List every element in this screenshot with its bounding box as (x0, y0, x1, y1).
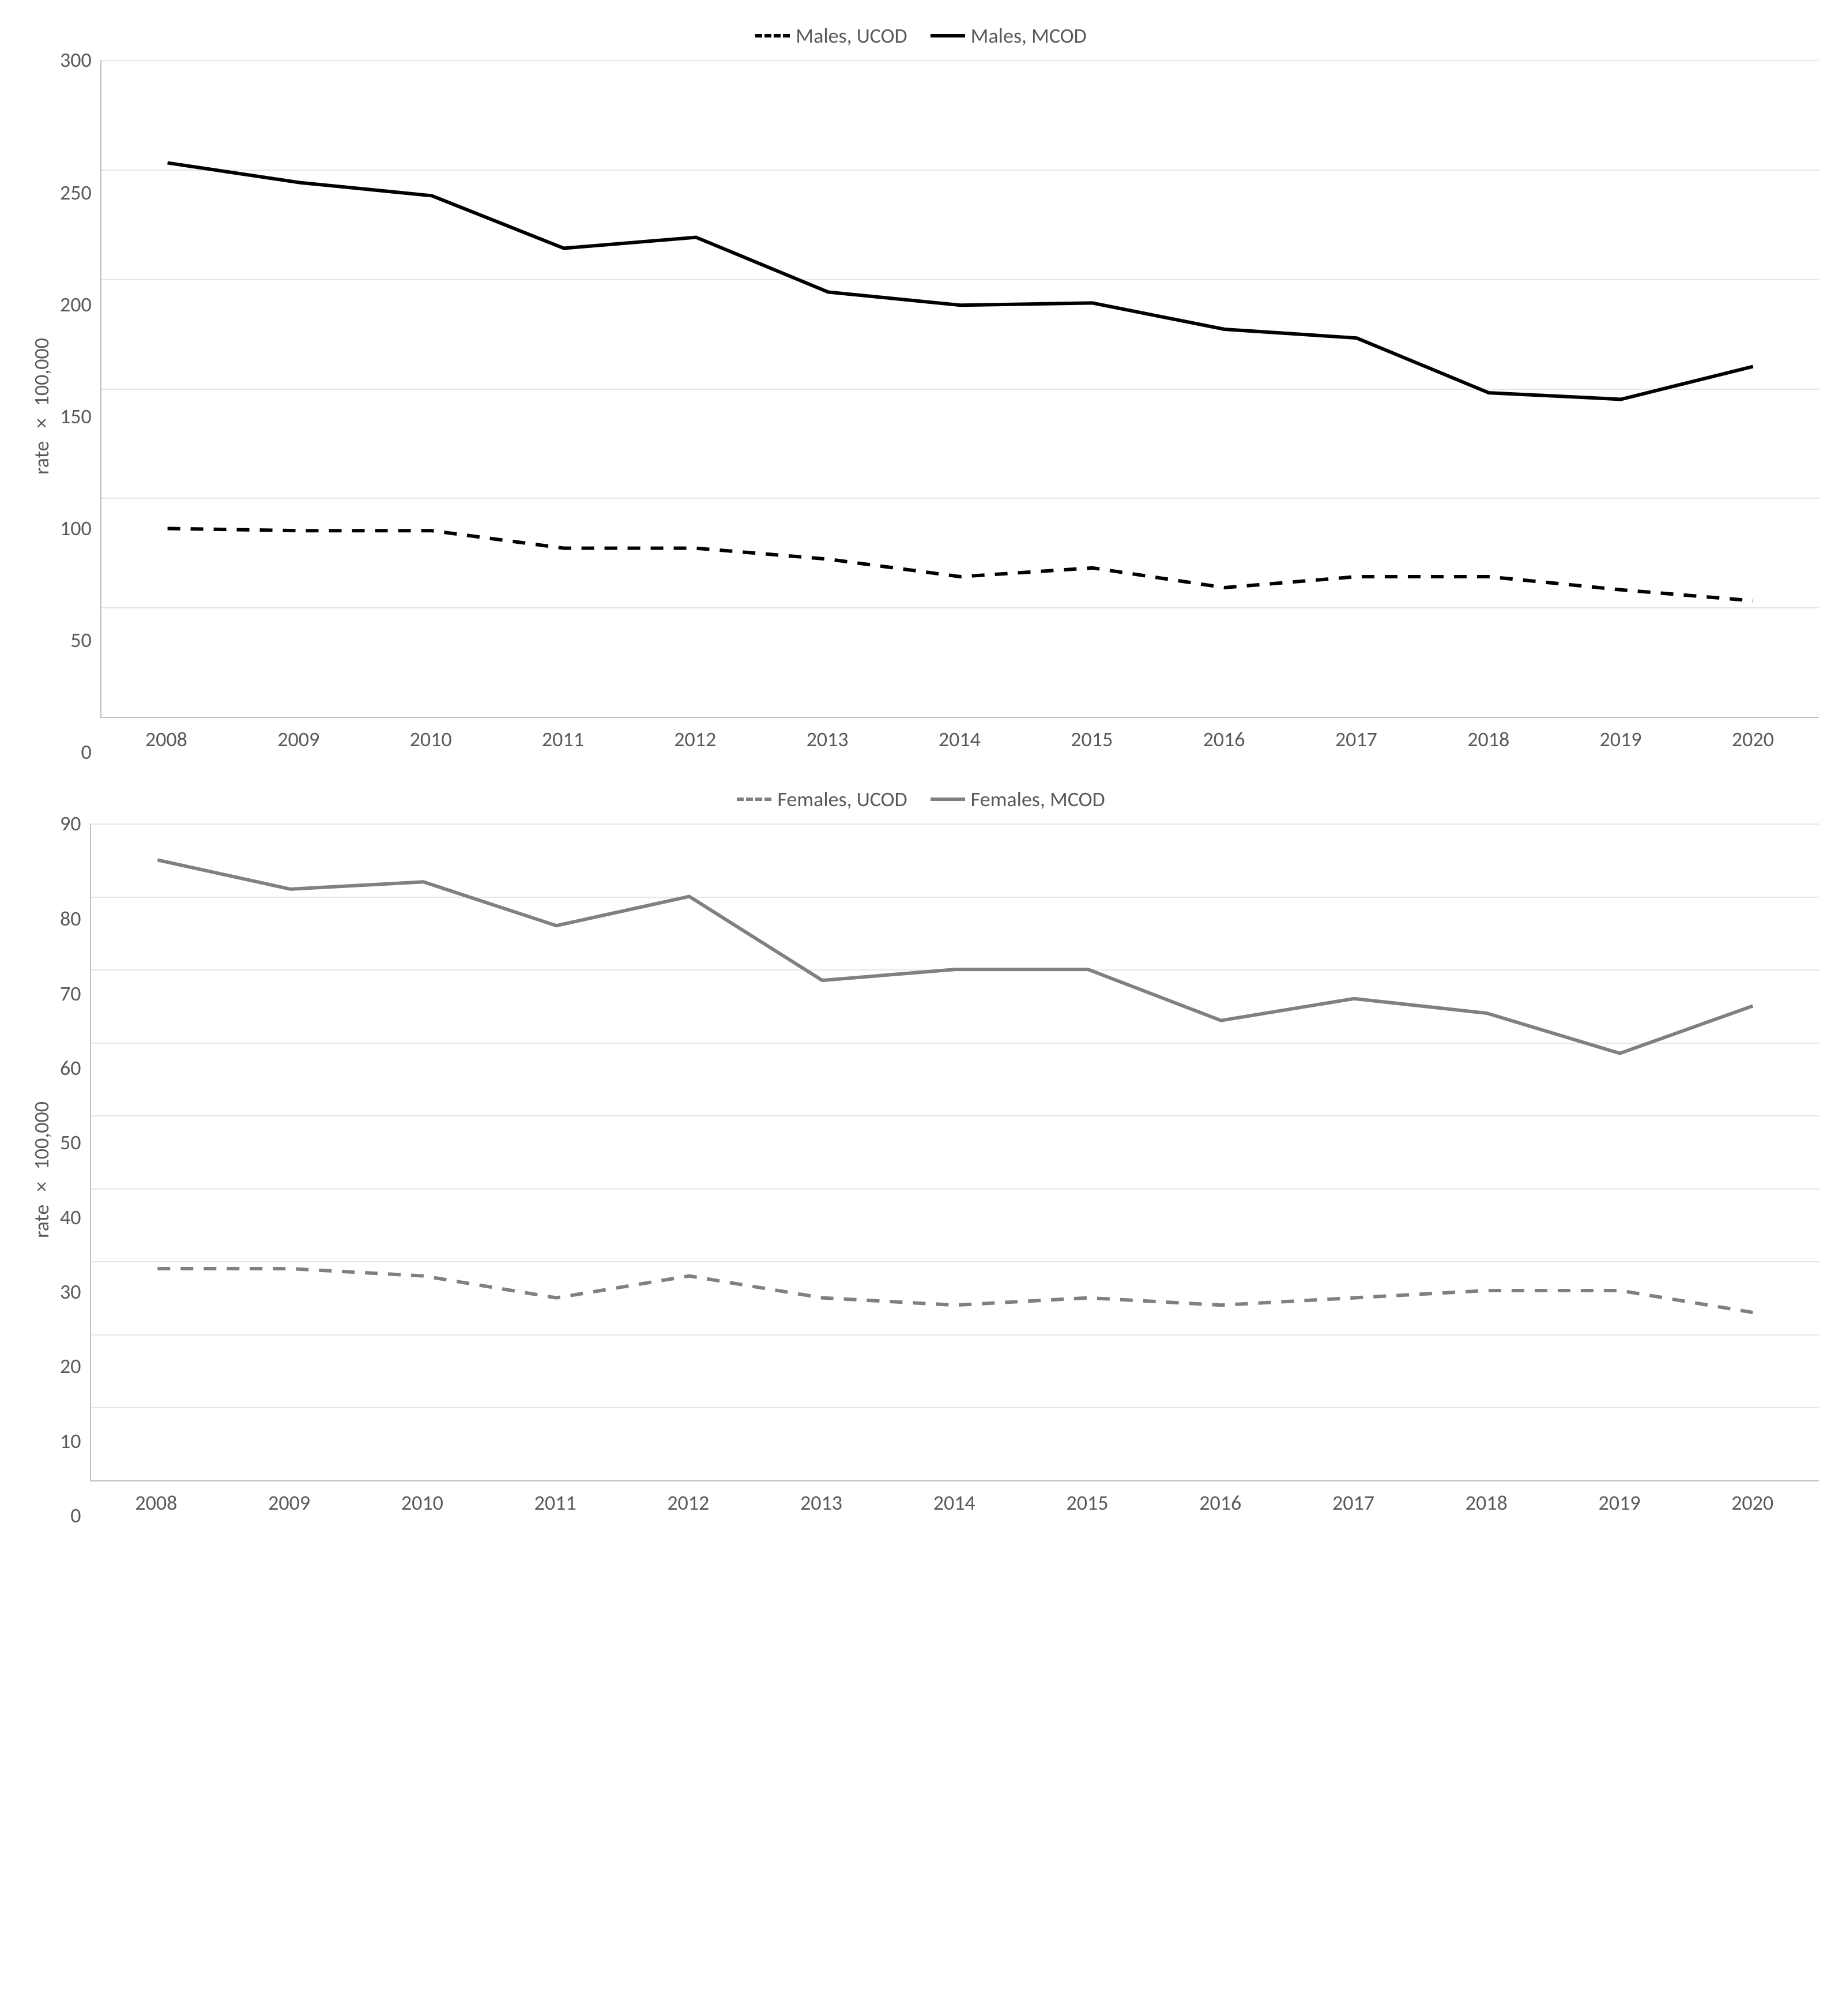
chart-males: Males, UCOD Males, MCOD rate × 100,000300 2… (23, 23, 1819, 752)
x-tick: 2015 (1026, 727, 1158, 752)
y-axis-ticks: 300250200150100500 (60, 60, 100, 752)
y-tick: 50 (60, 1132, 81, 1153)
y-tick: 100 (60, 518, 92, 539)
legend: Males, UCOD Males, MCOD (23, 23, 1819, 48)
y-tick: 70 (60, 983, 81, 1004)
line-layer (91, 823, 1820, 1480)
legend: Females, UCOD Females, MCOD (23, 787, 1819, 812)
chart-area: rate × 100,00090807060504030201002008200… (23, 823, 1819, 1515)
y-tick: 50 (70, 630, 92, 650)
y-tick: 150 (60, 406, 92, 427)
x-tick: 2009 (232, 727, 364, 752)
y-tick: 250 (60, 182, 92, 203)
y-axis-label: rate × 100,000 (23, 823, 60, 1515)
legend-label: Females, UCOD (777, 787, 907, 812)
y-tick: 300 (60, 50, 92, 70)
legend-swatch (737, 798, 771, 801)
x-tick: 2011 (497, 727, 629, 752)
legend-swatch (931, 798, 965, 801)
legend-swatch (931, 34, 965, 37)
y-tick: 80 (60, 908, 81, 929)
x-axis-ticks: 2008200920102011201220132014201520162017… (100, 718, 1819, 752)
chart-females: Females, UCOD Females, MCOD rate × 100,000… (23, 787, 1819, 1515)
plot-area (100, 60, 1819, 718)
legend-label: Males, UCOD (796, 23, 907, 48)
x-tick: 2018 (1422, 727, 1554, 752)
x-tick: 2017 (1287, 1490, 1420, 1515)
x-tick: 2008 (90, 1490, 223, 1515)
legend-item: Males, MCOD (931, 23, 1087, 48)
x-tick: 2010 (364, 727, 496, 752)
plot-wrapper: 2008200920102011201220132014201520162017… (90, 823, 1820, 1515)
plot-wrapper: 2008200920102011201220132014201520162017… (100, 60, 1819, 752)
x-tick: 2014 (888, 1490, 1021, 1515)
line-layer (101, 60, 1819, 717)
x-tick: 2009 (223, 1490, 356, 1515)
y-tick: 200 (60, 294, 92, 315)
x-axis-ticks: 2008200920102011201220132014201520162017… (90, 1481, 1820, 1515)
y-axis-label: rate × 100,000 (23, 60, 60, 752)
series-line (167, 163, 1753, 399)
x-tick: 2020 (1686, 1490, 1819, 1515)
y-tick: 90 (60, 813, 81, 834)
series-line (157, 860, 1753, 1053)
legend-swatch (755, 34, 790, 37)
y-tick: 10 (60, 1431, 81, 1451)
x-tick: 2012 (621, 1490, 755, 1515)
legend-label: Males, MCOD (971, 23, 1087, 48)
y-tick: 60 (60, 1058, 81, 1078)
legend-label: Females, MCOD (971, 787, 1105, 812)
legend-item: Males, UCOD (755, 23, 907, 48)
x-tick: 2016 (1158, 727, 1290, 752)
y-tick: 30 (60, 1281, 81, 1302)
x-tick: 2015 (1021, 1490, 1154, 1515)
x-tick: 2020 (1687, 727, 1819, 752)
x-tick: 2012 (629, 727, 761, 752)
series-line (167, 528, 1753, 600)
y-axis-ticks: 9080706050403020100 (60, 823, 90, 1515)
chart-area: rate × 100,00030025020015010050020082009… (23, 60, 1819, 752)
x-tick: 2010 (356, 1490, 489, 1515)
x-tick: 2013 (755, 1490, 888, 1515)
x-tick: 2008 (100, 727, 232, 752)
x-tick: 2019 (1553, 1490, 1686, 1515)
x-tick: 2011 (489, 1490, 622, 1515)
y-tick: 40 (60, 1207, 81, 1228)
x-tick: 2016 (1154, 1490, 1287, 1515)
y-tick: 0 (70, 1505, 81, 1526)
y-tick: 0 (81, 742, 92, 762)
x-tick: 2014 (894, 727, 1026, 752)
plot-area (90, 823, 1820, 1481)
x-tick: 2017 (1290, 727, 1422, 752)
x-tick: 2019 (1554, 727, 1686, 752)
y-tick: 20 (60, 1356, 81, 1376)
legend-item: Females, MCOD (931, 787, 1105, 812)
legend-item: Females, UCOD (737, 787, 907, 812)
x-tick: 2013 (761, 727, 893, 752)
series-line (157, 1269, 1753, 1312)
x-tick: 2018 (1420, 1490, 1553, 1515)
